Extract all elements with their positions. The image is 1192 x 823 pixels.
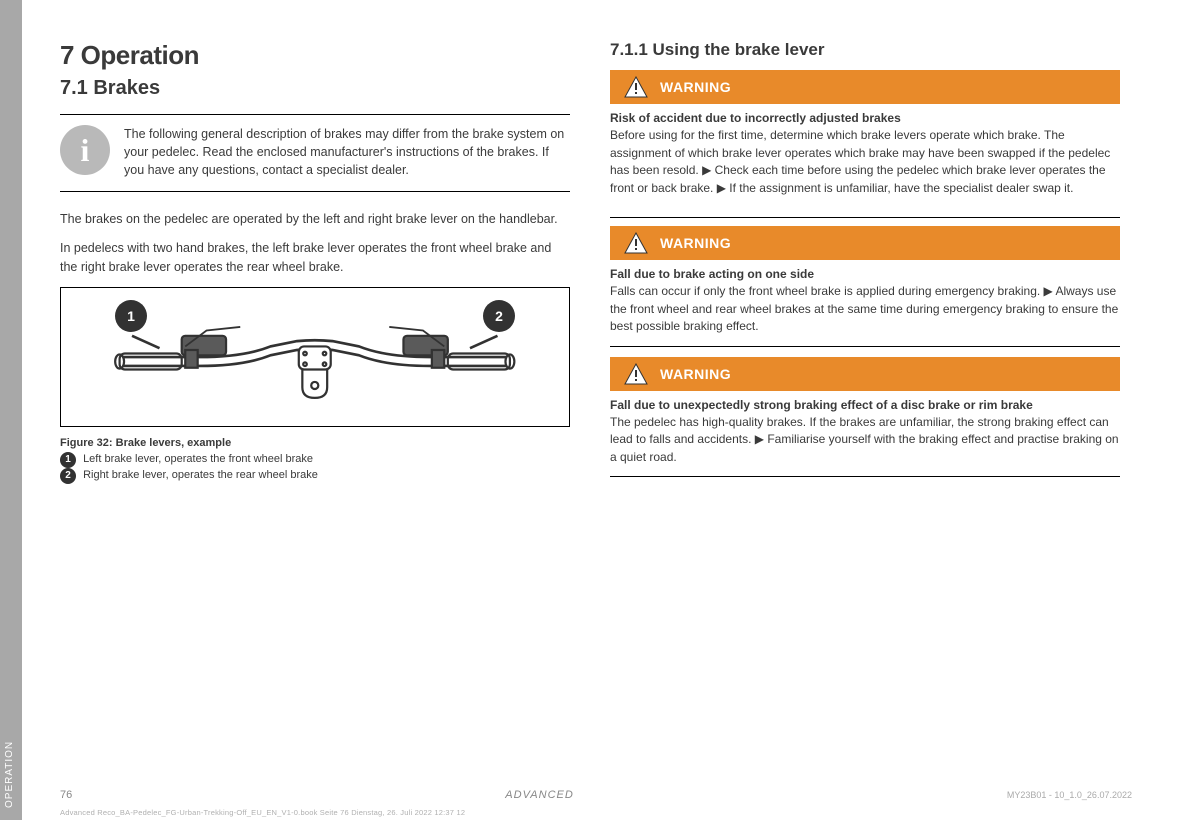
warning-lead: Risk of accident due to incorrectly adju…	[610, 111, 901, 125]
warning-bar: WARNING	[610, 226, 1120, 260]
right-column: 7.1.1 Using the brake lever WARNING Risk…	[610, 40, 1120, 487]
callout-2: 2	[483, 300, 515, 332]
warning-lead: Fall due to brake acting on one side	[610, 267, 814, 281]
two-column-layout: 7 Operation 7.1 Brakes i The following g…	[60, 40, 1132, 487]
warning-title: WARNING	[660, 366, 731, 382]
caption-text: Right brake lever, operates the rear whe…	[83, 469, 318, 481]
warning-body: Fall due to brake acting on one side Fal…	[610, 266, 1120, 336]
warning-title: WARNING	[660, 79, 731, 95]
info-text: The following general description of bra…	[124, 125, 570, 179]
warning-body-text: Before using for the first time, determi…	[610, 128, 1110, 194]
chapter-heading: 7 Operation	[60, 40, 570, 71]
callout-num-icon: 1	[60, 452, 76, 468]
left-column: 7 Operation 7.1 Brakes i The following g…	[60, 40, 570, 487]
warning-block: WARNING Fall due to unexpectedly strong …	[610, 357, 1120, 478]
warning-body: Fall due to unexpectedly strong braking …	[610, 397, 1120, 467]
figure-caption-1: 1 Left brake lever, operates the front w…	[60, 452, 570, 468]
warning-triangle-icon	[624, 232, 648, 254]
paragraph: In pedelecs with two hand brakes, the le…	[60, 239, 570, 277]
warning-bar: WARNING	[610, 357, 1120, 391]
side-tab: OPERATION	[0, 0, 22, 820]
callout-1: 1	[115, 300, 147, 332]
caption-text: Left brake lever, operates the front whe…	[83, 453, 313, 465]
section-heading: 7.1 Brakes	[60, 77, 570, 100]
callout-num-icon: 2	[60, 468, 76, 484]
figure-caption-title: Figure 32: Brake levers, example	[60, 437, 570, 449]
warning-body-text: Falls can occur if only the front wheel …	[610, 284, 1118, 333]
figure-caption-2: 2 Right brake lever, operates the rear w…	[60, 468, 570, 484]
info-note: i The following general description of b…	[60, 114, 570, 192]
figure-handlebar: 1 2	[60, 287, 570, 427]
page-number: 76	[60, 789, 72, 801]
page-footer: 76 ADVANCED MY23B01 - 10_1.0_26.07.2022	[60, 789, 1132, 801]
print-metadata: Advanced Reco_BA-Pedelec_FG-Urban-Trekki…	[60, 808, 465, 817]
warning-triangle-icon	[624, 76, 648, 98]
warning-bar: WARNING	[610, 70, 1120, 104]
brand-logo: ADVANCED	[505, 789, 574, 801]
edition-code: MY23B01 - 10_1.0_26.07.2022	[1007, 790, 1132, 800]
manual-page: OPERATION 7 Operation 7.1 Brakes i The f…	[0, 0, 1192, 823]
paragraph: The brakes on the pedelec are operated b…	[60, 210, 570, 229]
warning-triangle-icon	[624, 363, 648, 385]
warning-body-text: The pedelec has high-quality brakes. If …	[610, 415, 1119, 464]
info-icon: i	[60, 125, 110, 175]
warning-title: WARNING	[660, 235, 731, 251]
warning-body: Risk of accident due to incorrectly adju…	[610, 110, 1120, 197]
subsection-heading: 7.1.1 Using the brake lever	[610, 40, 1120, 60]
warning-block: WARNING Fall due to brake acting on one …	[610, 217, 1120, 347]
warning-lead: Fall due to unexpectedly strong braking …	[610, 398, 1033, 412]
